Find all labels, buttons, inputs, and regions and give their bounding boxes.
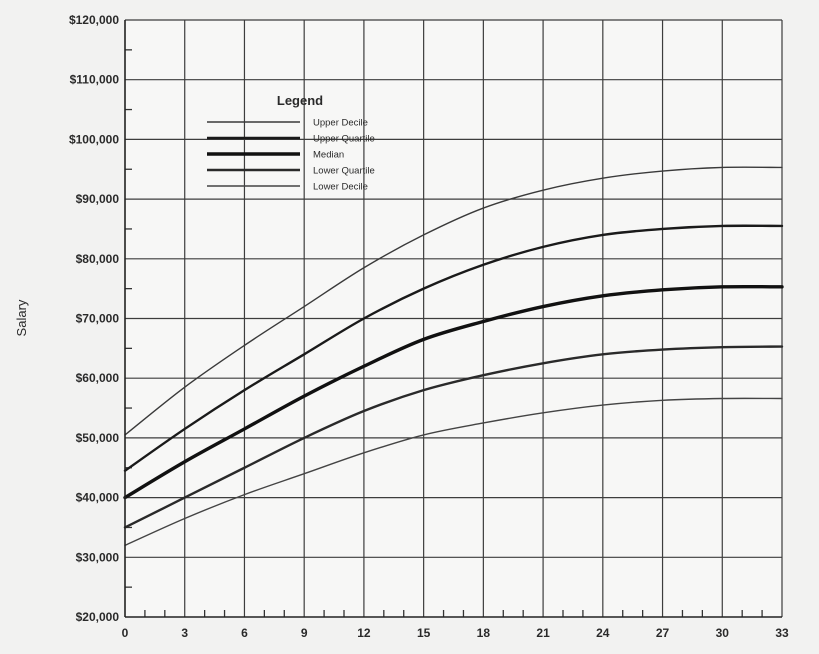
x-tick-labels: 0 3 6 9 12 15 18 21 24 27 30 33 [122,626,789,640]
axes [124,20,782,618]
y-tick-label: $80,000 [76,252,120,266]
y-axis-title: Salary [14,299,29,336]
y-tick-label: $120,000 [69,13,119,27]
x-tick-label: 30 [716,626,730,640]
x-tick-label: 15 [417,626,431,640]
legend-label-lower-decile: Lower Decile [313,182,368,193]
minor-ticks [125,49,763,617]
legend-label-lower-quartile: Lower Quartile [313,166,375,177]
y-tick-label: $40,000 [76,491,120,505]
legend-label-median: Median [313,150,344,161]
x-tick-label: 21 [536,626,550,640]
x-tick-label: 12 [357,626,371,640]
series-line-median [123,284,784,500]
legend: Legend Upper Decile Upper Quartile Median L… [207,93,375,193]
legend-label-upper-quartile: Upper Quartile [313,134,375,145]
x-tick-label: 33 [775,626,789,640]
x-tick-label: 6 [241,626,248,640]
y-tick-label: $100,000 [69,132,119,146]
series-line-lower-decile [124,397,783,547]
series-lines [123,166,784,547]
grid [125,19,783,617]
y-tick-label: $110,000 [70,73,120,87]
legend-title: Legend [277,93,323,108]
series-line-upper-quartile [123,224,784,472]
y-tick-label: $50,000 [76,431,120,445]
x-tick-label: 0 [122,626,129,640]
series-line-lower-quartile [123,345,784,529]
legend-label-upper-decile: Upper Decile [313,118,368,129]
legend-items: Upper Decile Upper Quartile Median Lower Qu… [207,118,375,193]
x-tick-label: 24 [596,626,610,640]
x-tick-label: 9 [301,626,308,640]
y-tick-label: $90,000 [76,192,120,206]
x-tick-label: 3 [181,626,188,640]
x-tick-label: 27 [656,626,670,640]
x-tick-label: 18 [477,626,491,640]
y-tick-labels: $20,000 $30,000 $40,000 $50,000 $60,000 $70,0… [69,13,119,624]
y-tick-label: $70,000 [76,312,120,326]
y-tick-label: $60,000 [76,371,120,385]
series-line-upper-decile [124,166,783,436]
y-tick-label: $20,000 [76,610,120,624]
y-tick-label: $30,000 [76,550,120,564]
